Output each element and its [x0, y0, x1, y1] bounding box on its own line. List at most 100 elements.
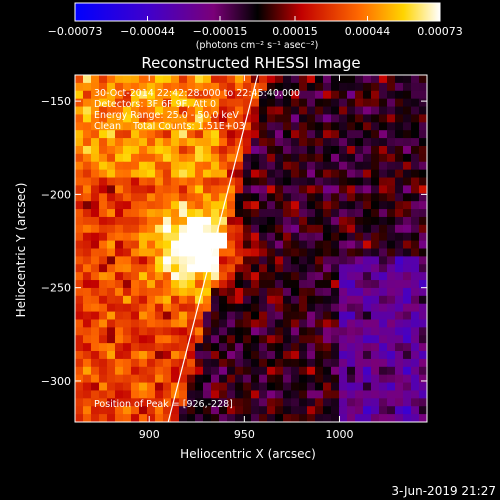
heatmap-cell	[323, 169, 332, 179]
heatmap-cell	[155, 366, 164, 376]
heatmap-cell	[179, 177, 188, 187]
heatmap-cell	[363, 145, 372, 155]
heatmap-cell	[291, 130, 300, 139]
heatmap-cell	[331, 319, 340, 328]
heatmap-cell	[83, 169, 92, 179]
heatmap-cell	[219, 240, 228, 250]
heatmap-cell	[83, 201, 92, 210]
heatmap-cell	[131, 153, 140, 163]
heatmap-cell	[187, 114, 196, 123]
heatmap-cell	[251, 177, 260, 187]
heatmap-cell	[291, 311, 300, 321]
heatmap-cell	[331, 209, 340, 218]
heatmap-cell	[339, 327, 348, 336]
heatmap-cell	[211, 106, 220, 116]
heatmap-cell	[315, 398, 324, 407]
heatmap-cell	[91, 106, 100, 116]
heatmap-cell	[107, 224, 116, 234]
heatmap-cell	[171, 130, 180, 139]
heatmap-cell	[187, 366, 196, 376]
heatmap-cell	[355, 358, 364, 368]
heatmap-cell	[347, 161, 356, 171]
heatmap-cell	[411, 145, 420, 155]
heatmap-cell	[395, 256, 404, 265]
heatmap-cell	[99, 335, 108, 344]
heatmap-cell	[403, 319, 412, 328]
heatmap-cell	[163, 122, 172, 131]
heatmap-cell	[363, 138, 372, 147]
heatmap-cell	[283, 177, 292, 187]
heatmap-cell	[395, 193, 404, 202]
heatmap-cell	[387, 398, 396, 407]
heatmap-cell	[131, 232, 140, 242]
heatmap-cell	[91, 264, 100, 273]
heatmap-cell	[307, 106, 316, 116]
heatmap-cell	[347, 224, 356, 234]
heatmap-cell	[115, 240, 124, 250]
heatmap-cell	[403, 280, 412, 289]
heatmap-cell	[347, 295, 356, 305]
heatmap-cell	[323, 98, 332, 108]
heatmap-cell	[211, 264, 220, 273]
heatmap-cell	[283, 303, 292, 313]
heatmap-cell	[403, 406, 412, 415]
heatmap-cell	[259, 382, 268, 392]
heatmap-cell	[395, 98, 404, 108]
heatmap-cell	[291, 161, 300, 171]
heatmap-cell	[211, 287, 220, 297]
heatmap-cell	[363, 75, 372, 84]
heatmap-cell	[243, 374, 252, 384]
heatmap-cell	[203, 130, 212, 139]
heatmap-cell	[107, 280, 116, 289]
heatmap-cell	[187, 153, 196, 163]
heatmap-cell	[107, 287, 116, 297]
heatmap-cell	[339, 358, 348, 368]
heatmap-cell	[331, 287, 340, 297]
heatmap-cell	[267, 382, 276, 392]
heatmap-cell	[123, 185, 132, 194]
heatmap-cell	[227, 319, 236, 328]
heatmap-cell	[307, 358, 316, 368]
heatmap-cell	[203, 240, 212, 250]
heatmap-cell	[411, 138, 420, 147]
heatmap-cell	[203, 414, 212, 422]
footer-date: 3-Jun-2019 21:27	[391, 484, 496, 498]
heatmap-cell	[147, 351, 156, 360]
heatmap-cell	[163, 98, 172, 108]
heatmap-cell	[219, 319, 228, 328]
heatmap-cell	[315, 374, 324, 384]
heatmap-cell	[275, 311, 284, 321]
heatmap-cell	[243, 240, 252, 250]
heatmap-cell	[179, 374, 188, 384]
heatmap-cell	[211, 161, 220, 171]
solar-limb-line	[167, 74, 259, 423]
heatmap-cell	[171, 398, 180, 407]
heatmap-cell	[243, 145, 252, 155]
heatmap-cell	[299, 382, 308, 392]
heatmap-cell	[323, 343, 332, 352]
heatmap-cell	[115, 256, 124, 265]
heatmap-cell	[259, 82, 268, 92]
heatmap-cell	[243, 232, 252, 242]
heatmap-cell	[371, 201, 380, 210]
heatmap-cell	[115, 90, 124, 100]
heatmap-cell	[219, 406, 228, 415]
heatmap-cell	[331, 122, 340, 131]
heatmap-cell	[123, 319, 132, 328]
heatmap-cell	[163, 185, 172, 194]
heatmap-cell	[347, 82, 356, 92]
heatmap-cell	[411, 351, 420, 360]
heatmap-cell	[155, 272, 164, 281]
heatmap-cell	[219, 161, 228, 171]
heatmap-cell	[211, 327, 220, 336]
heatmap-cell	[243, 248, 252, 257]
heatmap-cell	[219, 280, 228, 289]
heatmap-cell	[211, 256, 220, 265]
heatmap-cell	[115, 295, 124, 305]
heatmap-cell	[403, 130, 412, 139]
heatmap-cell	[331, 153, 340, 163]
heatmap-cell	[355, 145, 364, 155]
heatmap-cell	[115, 272, 124, 281]
heatmap-cell	[395, 201, 404, 210]
heatmap-cell	[123, 287, 132, 297]
